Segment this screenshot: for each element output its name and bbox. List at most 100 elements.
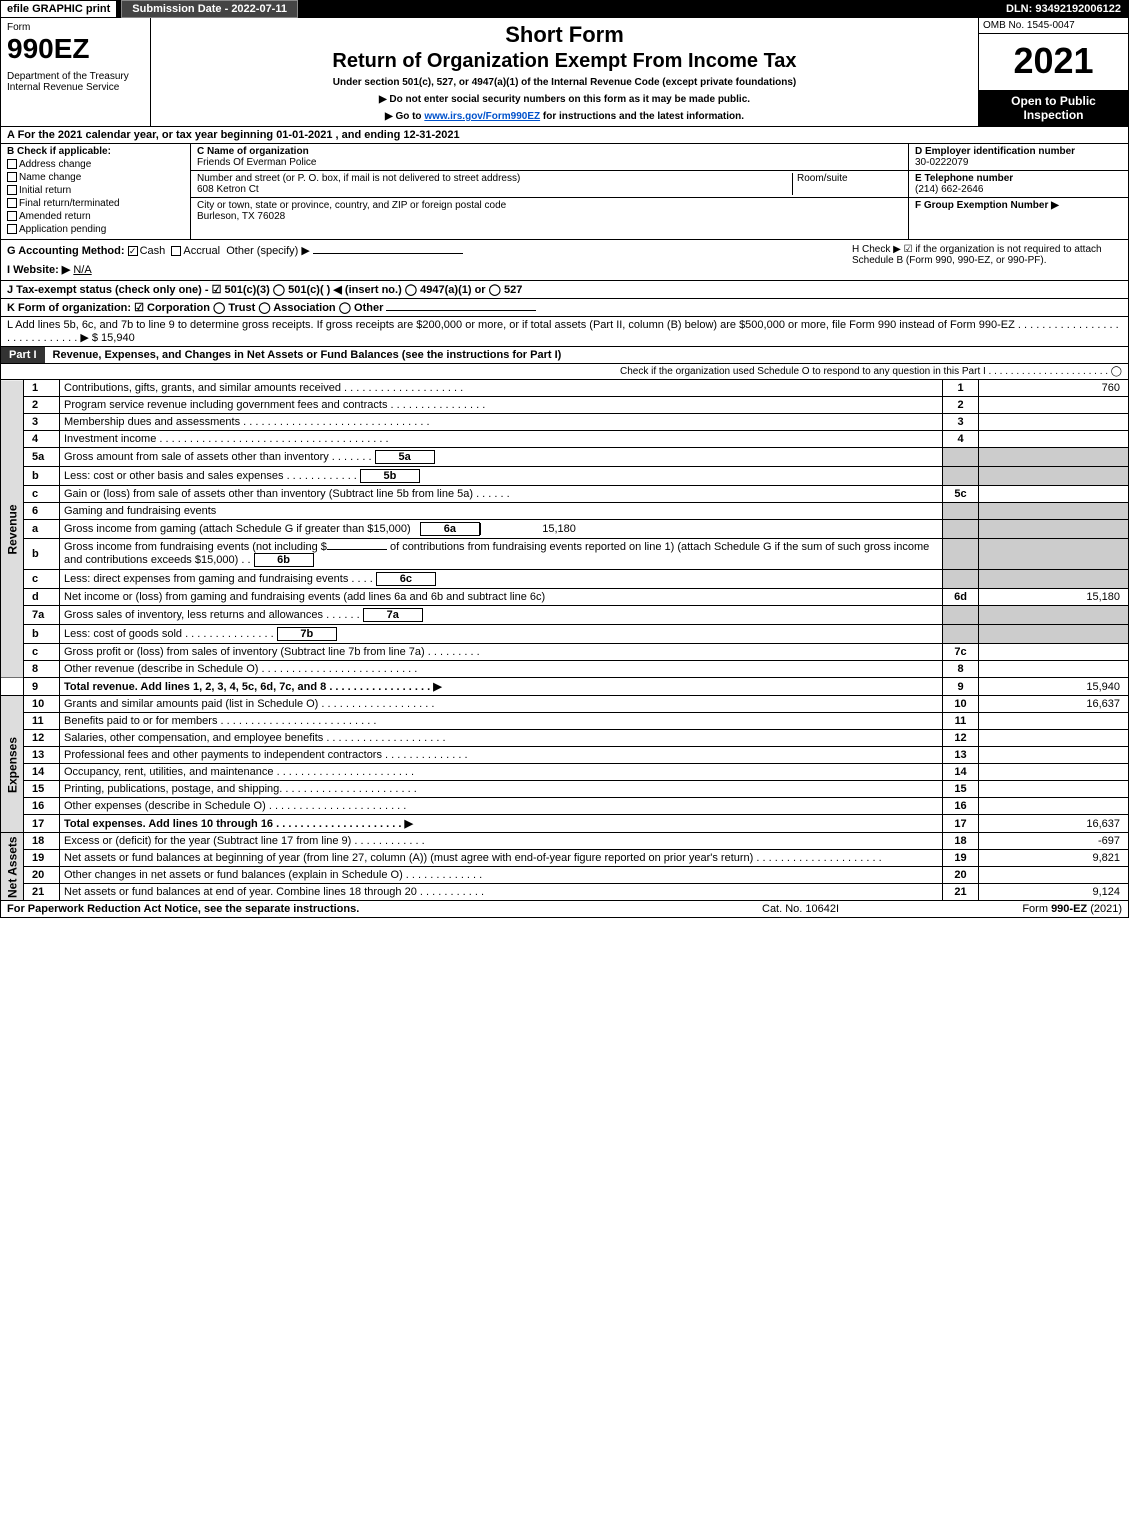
b-item-address: Address change xyxy=(7,159,184,170)
table-row: c Gross profit or (loss) from sales of i… xyxy=(1,644,1129,661)
row-num: c xyxy=(24,486,60,503)
row-num: 7a xyxy=(24,606,60,625)
amount-cell xyxy=(979,781,1129,798)
line-num: 1 xyxy=(943,380,979,397)
table-row: 15 Printing, publications, postage, and … xyxy=(1,781,1129,798)
row-desc: Gross income from fundraising events (no… xyxy=(60,539,943,570)
table-row: 6 Gaming and fundraising events xyxy=(1,503,1129,520)
amount-cell: 15,180 xyxy=(979,589,1129,606)
shaded-cell xyxy=(979,520,1129,539)
line-num: 20 xyxy=(943,867,979,884)
footer-post: (2021) xyxy=(1087,903,1122,915)
street-row: Number and street (or P. O. box, if mail… xyxy=(191,171,908,198)
amount-cell: 9,821 xyxy=(979,850,1129,867)
website-value: N/A xyxy=(73,264,91,276)
line-num: 16 xyxy=(943,798,979,815)
sub-line: 5a xyxy=(375,450,435,464)
row-desc: Membership dues and assessments . . . . … xyxy=(60,414,943,431)
amount-cell xyxy=(979,431,1129,448)
blank-line[interactable] xyxy=(327,549,387,550)
row-num: 3 xyxy=(24,414,60,431)
org-name: Friends Of Everman Police xyxy=(197,157,317,168)
main-title: Return of Organization Exempt From Incom… xyxy=(159,50,970,73)
b-item-final: Final return/terminated xyxy=(7,198,184,209)
shaded-cell xyxy=(943,570,979,589)
section-bc-row: B Check if applicable: Address change Na… xyxy=(0,144,1129,240)
footer-bold: 990-EZ xyxy=(1051,903,1087,915)
row-num: 1 xyxy=(24,380,60,397)
shaded-cell xyxy=(979,625,1129,644)
amount-cell xyxy=(979,730,1129,747)
row-num: d xyxy=(24,589,60,606)
table-row: b Less: cost or other basis and sales ex… xyxy=(1,467,1129,486)
line-num: 8 xyxy=(943,661,979,678)
section-k: K Form of organization: ☑ Corporation ◯ … xyxy=(0,299,1129,317)
ein-value: 30-0222079 xyxy=(915,157,968,168)
row-num: 13 xyxy=(24,747,60,764)
efile-print-button[interactable]: efile GRAPHIC print xyxy=(0,0,117,18)
checkbox-icon[interactable] xyxy=(7,198,17,208)
table-row: Revenue 1 Contributions, gifts, grants, … xyxy=(1,380,1129,397)
table-row: 13 Professional fees and other payments … xyxy=(1,747,1129,764)
amount-cell xyxy=(979,713,1129,730)
k-other-blank[interactable] xyxy=(386,310,536,311)
row-desc: Gross income from gaming (attach Schedul… xyxy=(60,520,943,539)
amount-cell: 9,124 xyxy=(979,884,1129,901)
row-desc: Less: cost or other basis and sales expe… xyxy=(60,467,943,486)
org-name-row: C Name of organization Friends Of Everma… xyxy=(191,144,908,171)
shaded-cell xyxy=(979,448,1129,467)
footer-left: For Paperwork Reduction Act Notice, see … xyxy=(7,903,762,915)
line-a: A For the 2021 calendar year, or tax yea… xyxy=(0,127,1129,144)
checkbox-icon[interactable] xyxy=(7,172,17,182)
part-i-tag: Part I xyxy=(1,347,45,363)
section-f: F Group Exemption Number ▶ xyxy=(909,198,1128,213)
checkbox-icon[interactable] xyxy=(7,224,17,234)
row-num: 21 xyxy=(24,884,60,901)
row-desc: Grants and similar amounts paid (list in… xyxy=(60,696,943,713)
row-desc: Gross profit or (loss) from sales of inv… xyxy=(60,644,943,661)
line-num: 14 xyxy=(943,764,979,781)
section-h: H Check ▶ ☑ if the organization is not r… xyxy=(852,244,1122,276)
footer-pre: Form xyxy=(1022,903,1051,915)
note-link: ▶ Go to www.irs.gov/Form990EZ for instru… xyxy=(159,111,970,122)
amount-cell: 16,637 xyxy=(979,815,1129,833)
checkbox-icon[interactable] xyxy=(171,246,181,256)
row-num: 16 xyxy=(24,798,60,815)
checkbox-icon[interactable]: ✓ xyxy=(128,246,138,256)
line-num: 9 xyxy=(943,678,979,696)
phone-value: (214) 662-2646 xyxy=(915,184,983,195)
room-label: Room/suite xyxy=(797,173,848,184)
table-row: 16 Other expenses (describe in Schedule … xyxy=(1,798,1129,815)
row-desc: Net assets or fund balances at end of ye… xyxy=(60,884,943,901)
line-num: 13 xyxy=(943,747,979,764)
row-desc: Occupancy, rent, utilities, and maintena… xyxy=(60,764,943,781)
amount-cell xyxy=(979,486,1129,503)
form-number: 990EZ xyxy=(7,33,144,65)
table-row: 17 Total expenses. Add lines 10 through … xyxy=(1,815,1129,833)
row-num: 5a xyxy=(24,448,60,467)
sub-value: 15,180 xyxy=(480,523,580,535)
g-other-blank[interactable] xyxy=(313,253,463,254)
checkbox-icon[interactable] xyxy=(7,185,17,195)
row-num: 4 xyxy=(24,431,60,448)
table-row: 2 Program service revenue including gove… xyxy=(1,397,1129,414)
row-num: 18 xyxy=(24,833,60,850)
row-desc: Net assets or fund balances at beginning… xyxy=(60,850,943,867)
open-to-public: Open to Public Inspection xyxy=(979,90,1128,126)
row-num: 14 xyxy=(24,764,60,781)
checkbox-icon[interactable] xyxy=(7,211,17,221)
sub-line: 6a xyxy=(420,522,480,536)
amount-cell: -697 xyxy=(979,833,1129,850)
row-desc: Gaming and fundraising events xyxy=(60,503,943,520)
row-num: 15 xyxy=(24,781,60,798)
checkbox-icon[interactable] xyxy=(7,159,17,169)
table-row: a Gross income from gaming (attach Sched… xyxy=(1,520,1129,539)
b-item-name: Name change xyxy=(7,172,184,183)
shaded-cell xyxy=(943,539,979,570)
sub-line: 6c xyxy=(376,572,436,586)
line-num: 18 xyxy=(943,833,979,850)
irs-link[interactable]: www.irs.gov/Form990EZ xyxy=(424,111,540,122)
d-label: D Employer identification number xyxy=(915,146,1075,157)
table-row: b Less: cost of goods sold . . . . . . .… xyxy=(1,625,1129,644)
row-desc: Benefits paid to or for members . . . . … xyxy=(60,713,943,730)
